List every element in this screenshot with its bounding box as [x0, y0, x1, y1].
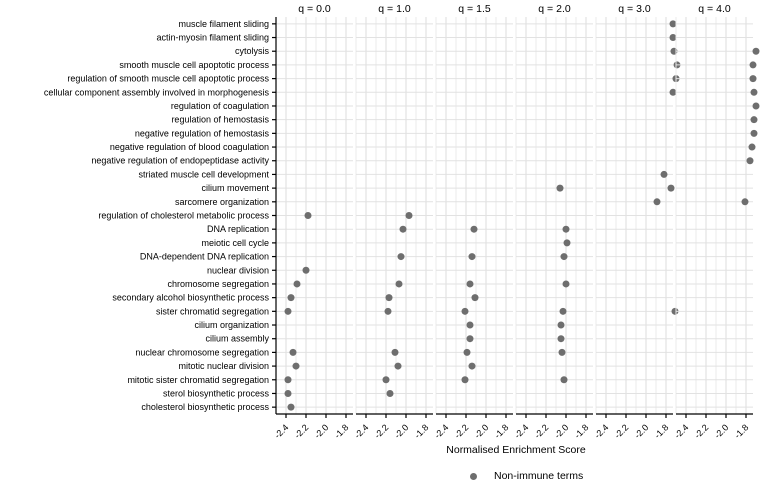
data-point: [669, 34, 677, 42]
data-point: [287, 403, 295, 411]
y-axis-label: sister chromatid segregation: [156, 306, 269, 316]
data-point: [562, 225, 570, 233]
y-axis-label: regulation of hemostasis: [171, 115, 269, 125]
data-point: [284, 376, 292, 384]
data-point: [560, 253, 568, 261]
data-point: [405, 212, 413, 219]
y-axis-label: cilium organization: [194, 320, 269, 330]
legend-point-icon: [470, 472, 477, 480]
data-point: [557, 321, 565, 329]
data-point: [304, 212, 312, 219]
data-point: [382, 376, 390, 384]
y-axis-label: DNA-dependent DNA replication: [140, 252, 269, 262]
y-axis-label: negative regulation of blood coagulation: [110, 142, 269, 152]
data-point: [669, 88, 677, 96]
data-point: [752, 102, 760, 110]
y-axis-label: cilium movement: [201, 183, 269, 193]
data-point: [669, 20, 677, 28]
facet-label: q = 4.0: [698, 3, 731, 15]
y-axis-label: regulation of cholesterol metabolic proc…: [98, 211, 269, 221]
data-point: [752, 47, 760, 55]
facet-label: q = 2.0: [538, 3, 571, 15]
data-point: [287, 294, 295, 302]
data-point: [284, 389, 292, 397]
data-point: [653, 198, 661, 206]
facet-label: q = 0.0: [298, 3, 331, 15]
y-axis-label: regulation of smooth muscle cell apoptot…: [67, 74, 269, 84]
data-point: [746, 157, 754, 165]
y-axis-label: striated muscle cell development: [138, 169, 269, 179]
data-point: [399, 225, 407, 233]
data-point: [293, 280, 301, 288]
data-point: [461, 376, 469, 384]
data-point: [750, 129, 758, 137]
data-point: [391, 348, 399, 356]
y-axis-label: mitotic nuclear division: [178, 361, 269, 371]
data-point: [556, 184, 564, 192]
y-axis-label: smooth muscle cell apoptotic process: [119, 60, 269, 70]
data-point: [750, 116, 758, 124]
data-point: [563, 239, 571, 247]
data-point: [560, 376, 568, 384]
data-point: [385, 294, 393, 302]
data-point: [749, 75, 757, 83]
y-axis-label: sterol biosynthetic process: [163, 388, 270, 398]
data-point: [463, 348, 471, 356]
data-point: [397, 253, 405, 261]
data-point: [741, 198, 749, 206]
x-axis-title: Normalised Enrichment Score: [446, 444, 586, 456]
data-point: [749, 61, 757, 69]
data-point: [748, 143, 756, 151]
y-axis-label: nuclear division: [207, 265, 269, 275]
y-axis-label: chromosome segregation: [167, 279, 269, 289]
data-point: [470, 225, 478, 233]
data-point: [386, 389, 394, 397]
data-point: [466, 321, 474, 329]
data-point: [750, 88, 758, 96]
data-point: [466, 335, 474, 343]
y-axis-label: cellular component assembly involved in …: [44, 87, 270, 97]
data-point: [394, 362, 402, 370]
y-axis-label: cholesterol biosynthetic process: [141, 402, 269, 412]
data-point: [667, 184, 675, 192]
y-axis-label: negative regulation of hemostasis: [135, 128, 270, 138]
y-axis-label: DNA replication: [207, 224, 269, 234]
data-point: [461, 307, 469, 315]
data-point: [671, 307, 679, 315]
data-point: [660, 170, 668, 178]
y-axis-label: regulation of coagulation: [171, 101, 269, 111]
data-point: [471, 294, 479, 302]
data-point: [557, 335, 565, 343]
y-axis-label: cilium assembly: [205, 334, 269, 344]
y-axis-label: actin-myosin filament sliding: [156, 33, 269, 43]
data-point: [562, 280, 570, 288]
y-axis-label: mitotic sister chromatid segregation: [127, 375, 269, 385]
data-point: [468, 362, 476, 370]
data-point: [558, 348, 566, 356]
data-point: [289, 348, 297, 356]
y-axis-label: meiotic cell cycle: [201, 238, 269, 248]
legend-label: Non-immune terms: [494, 470, 584, 482]
y-axis-label: sarcomere organization: [175, 197, 269, 207]
data-point: [559, 307, 567, 315]
y-axis-label: muscle filament sliding: [178, 19, 269, 29]
y-axis-label: negative regulation of endopeptidase act…: [91, 156, 269, 166]
y-axis-label: secondary alcohol biosynthetic process: [112, 293, 269, 303]
facet-label: q = 1.0: [378, 3, 411, 15]
legend: Non-immune terms: [470, 470, 583, 482]
data-point: [468, 253, 476, 261]
data-point: [395, 280, 403, 288]
y-axis-label: cytolysis: [235, 46, 270, 56]
facet-label: q = 1.5: [458, 3, 491, 15]
data-point: [384, 307, 392, 315]
data-point: [466, 280, 474, 288]
data-point: [292, 362, 300, 370]
data-point: [302, 266, 310, 274]
data-point: [284, 307, 292, 315]
y-axis-label: nuclear chromosome segregation: [135, 347, 269, 357]
facet-label: q = 3.0: [618, 3, 651, 15]
